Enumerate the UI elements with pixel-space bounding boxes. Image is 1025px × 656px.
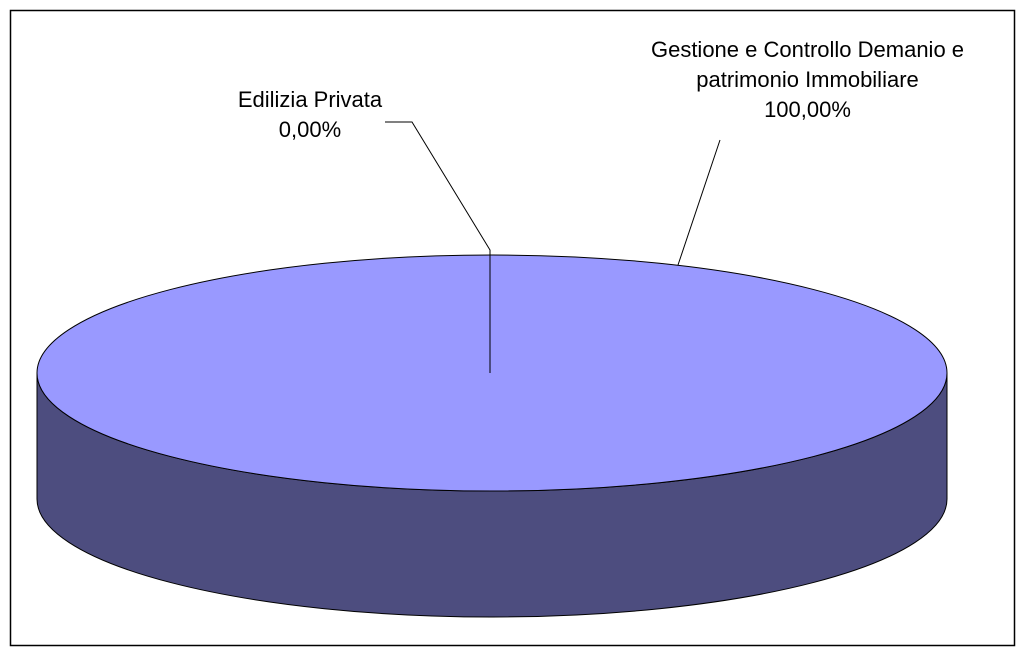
leader-line (677, 139, 721, 266)
slice-label: Gestione e Controllo Demanio e patrimoni… (650, 37, 965, 92)
slice-label: Edilizia Privata (237, 87, 383, 112)
pie-slice (36, 254, 948, 492)
slice-value-label: 0,00% (278, 117, 342, 142)
leader-line (385, 121, 491, 373)
slice-value-label: 100,00% (764, 97, 851, 122)
